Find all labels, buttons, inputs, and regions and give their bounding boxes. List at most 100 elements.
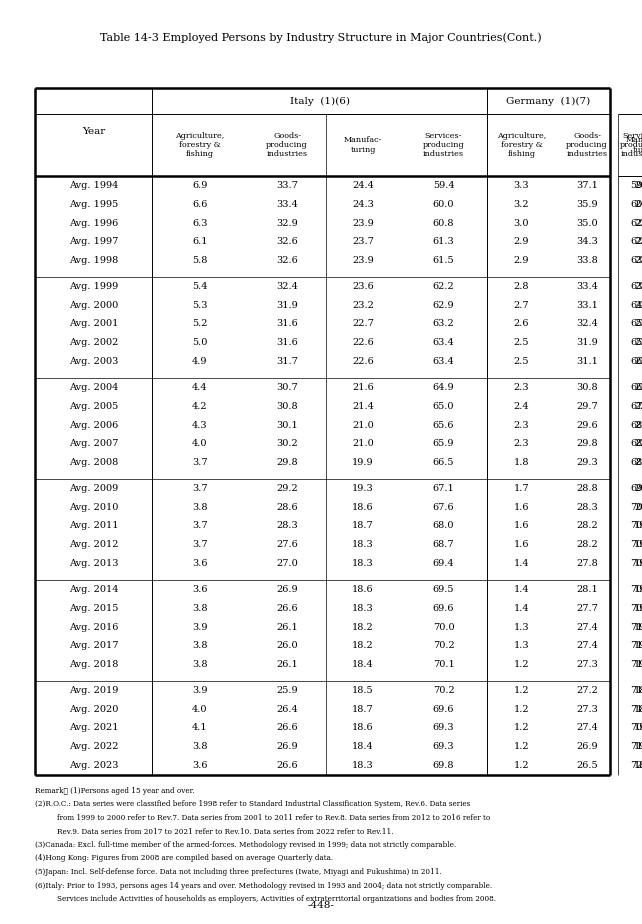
Text: Avg. 2022: Avg. 2022 — [69, 742, 118, 751]
Text: Avg. 2018: Avg. 2018 — [69, 660, 118, 669]
Text: 2.9: 2.9 — [514, 256, 529, 265]
Text: 3.8: 3.8 — [192, 603, 208, 613]
Text: 61.5: 61.5 — [433, 256, 455, 265]
Text: 31.9: 31.9 — [276, 300, 298, 310]
Text: 35.0: 35.0 — [576, 218, 598, 227]
Text: 20.4: 20.4 — [634, 484, 642, 492]
Text: Avg. 1997: Avg. 1997 — [69, 237, 118, 247]
Text: Avg. 2021: Avg. 2021 — [69, 723, 118, 733]
Text: 1.3: 1.3 — [514, 623, 529, 631]
Text: 5.0: 5.0 — [193, 338, 208, 347]
Text: -448-: -448- — [308, 901, 334, 909]
Text: Agriculture,
forestry &
fishing: Agriculture, forestry & fishing — [175, 132, 225, 158]
Text: 19.0: 19.0 — [634, 641, 642, 650]
Text: Avg. 2005: Avg. 2005 — [69, 402, 118, 410]
Text: 3.6: 3.6 — [192, 559, 208, 568]
Text: 65.6: 65.6 — [630, 338, 642, 347]
Text: 1.2: 1.2 — [514, 761, 529, 770]
Text: 5.2: 5.2 — [192, 320, 208, 329]
Text: 25.9: 25.9 — [276, 686, 298, 695]
Text: 18.3: 18.3 — [634, 761, 642, 770]
Text: 5.8: 5.8 — [193, 256, 208, 265]
Text: 59.6: 59.6 — [630, 181, 642, 190]
Text: 31.9: 31.9 — [576, 338, 598, 347]
Text: 62.2: 62.2 — [433, 282, 455, 291]
Text: 18.6: 18.6 — [352, 585, 374, 594]
Text: 65.0: 65.0 — [630, 320, 642, 329]
Text: 70.2: 70.2 — [433, 641, 455, 650]
Text: 32.4: 32.4 — [576, 320, 598, 329]
Text: 69.3: 69.3 — [433, 723, 455, 733]
Text: 24.4: 24.4 — [352, 181, 374, 190]
Text: 32.9: 32.9 — [276, 218, 298, 227]
Text: Avg. 1994: Avg. 1994 — [69, 181, 118, 190]
Text: 30.8: 30.8 — [276, 402, 298, 410]
Text: 1.3: 1.3 — [514, 641, 529, 650]
Text: 3.7: 3.7 — [192, 521, 208, 530]
Text: 28.1: 28.1 — [576, 585, 598, 594]
Text: 63.4: 63.4 — [433, 357, 455, 366]
Text: 70.0: 70.0 — [630, 503, 642, 512]
Text: 1.2: 1.2 — [514, 660, 529, 669]
Text: 23.9: 23.9 — [352, 256, 374, 265]
Text: 70.8: 70.8 — [630, 559, 642, 568]
Text: 18.2: 18.2 — [352, 623, 374, 631]
Text: 4.3: 4.3 — [192, 420, 208, 430]
Text: 19.3: 19.3 — [634, 603, 642, 613]
Text: Avg. 2011: Avg. 2011 — [69, 521, 118, 530]
Text: 27.4: 27.4 — [576, 623, 598, 631]
Text: 1.7: 1.7 — [514, 484, 529, 492]
Text: 60.0: 60.0 — [433, 200, 455, 209]
Text: Agriculture,
forestry &
fishing: Agriculture, forestry & fishing — [497, 132, 546, 158]
Text: 23.7: 23.7 — [352, 237, 374, 247]
Text: 62.8: 62.8 — [630, 237, 642, 247]
Text: 69.4: 69.4 — [433, 559, 455, 568]
Text: 69.5: 69.5 — [433, 585, 455, 594]
Text: 26.6: 26.6 — [276, 723, 298, 733]
Text: 27.4: 27.4 — [576, 723, 598, 733]
Text: 18.3: 18.3 — [352, 761, 374, 770]
Text: Goods-
producing
industries: Goods- producing industries — [266, 132, 308, 158]
Text: 28.8: 28.8 — [576, 484, 598, 492]
Text: Services include Activities of households as employers, Activities of extraterri: Services include Activities of household… — [58, 895, 496, 903]
Text: 18.4: 18.4 — [352, 660, 374, 669]
Text: Avg. 2010: Avg. 2010 — [69, 503, 118, 512]
Text: 30.1: 30.1 — [276, 420, 298, 430]
Text: 19.1: 19.1 — [634, 660, 642, 669]
Text: (2)R.O.C.: Data series were classified before 1998 refer to Standard Industrial : (2)R.O.C.: Data series were classified b… — [35, 800, 470, 808]
Text: 28.3: 28.3 — [276, 521, 298, 530]
Text: 59.4: 59.4 — [433, 181, 455, 190]
Text: 2.7: 2.7 — [514, 300, 529, 310]
Text: 3.0: 3.0 — [514, 218, 529, 227]
Text: 2.4: 2.4 — [514, 402, 529, 410]
Text: 68.0: 68.0 — [433, 521, 455, 530]
Text: Avg. 2004: Avg. 2004 — [69, 383, 118, 392]
Text: 1.4: 1.4 — [514, 559, 529, 568]
Text: 29.2: 29.2 — [276, 484, 298, 492]
Text: 1.8: 1.8 — [514, 458, 529, 468]
Text: 62.0: 62.0 — [630, 218, 642, 227]
Text: 18.2: 18.2 — [352, 641, 374, 650]
Text: Avg. 2006: Avg. 2006 — [69, 420, 118, 430]
Text: 29.3: 29.3 — [576, 458, 598, 468]
Text: 26.1: 26.1 — [276, 660, 298, 669]
Text: 4.9: 4.9 — [192, 357, 208, 366]
Text: 63.4: 63.4 — [433, 338, 455, 347]
Text: 64.9: 64.9 — [433, 383, 455, 392]
Text: 29.8: 29.8 — [576, 439, 598, 448]
Text: 31.1: 31.1 — [576, 357, 598, 366]
Text: 33.4: 33.4 — [276, 200, 298, 209]
Text: 3.7: 3.7 — [192, 541, 208, 549]
Text: 21.0: 21.0 — [634, 458, 642, 468]
Text: 27.6: 27.6 — [276, 541, 298, 549]
Text: Avg. 1996: Avg. 1996 — [69, 218, 118, 227]
Text: 24.8: 24.8 — [634, 200, 642, 209]
Text: 2.5: 2.5 — [514, 338, 529, 347]
Text: Italy  (1)(6): Italy (1)(6) — [290, 96, 349, 105]
Text: 23.4: 23.4 — [634, 320, 642, 329]
Text: 30.8: 30.8 — [576, 383, 598, 392]
Text: 2.6: 2.6 — [514, 320, 529, 329]
Text: 23.3: 23.3 — [634, 300, 642, 310]
Text: 19.6: 19.6 — [634, 585, 642, 594]
Text: 65.9: 65.9 — [433, 439, 455, 448]
